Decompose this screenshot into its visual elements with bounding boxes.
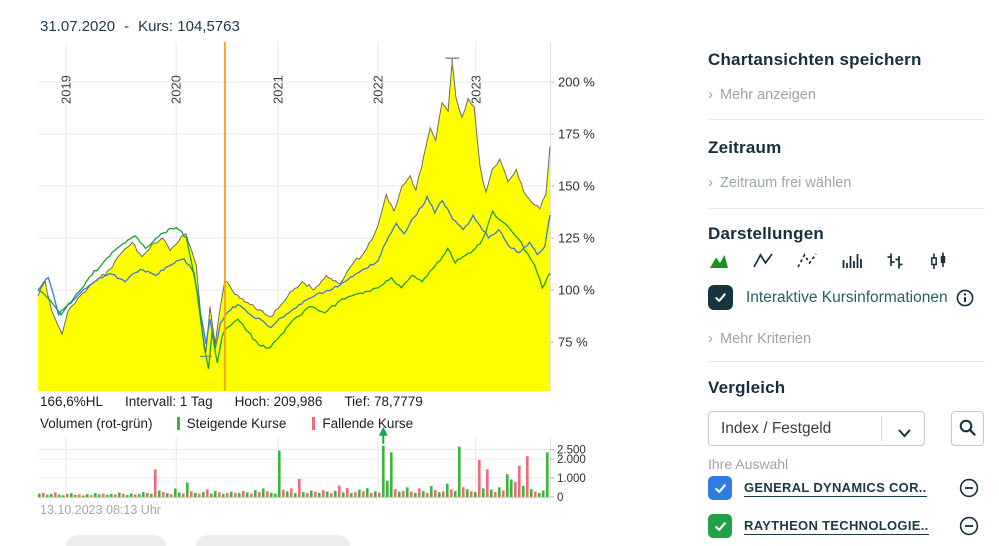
more-criteria-link[interactable]: › Mehr Kriterien <box>708 330 812 347</box>
chevron-down-icon <box>898 425 911 443</box>
divider <box>708 361 985 362</box>
compare-select[interactable]: Index / Festgeld <box>708 411 925 446</box>
security-link-general-dynamics[interactable]: GENERAL DYNAMICS COR.. <box>744 479 927 497</box>
stat-hl-range: 166,6%HL <box>40 394 104 409</box>
security-link-raytheon[interactable]: RAYTHEON TECHNOLOGIE.. <box>744 517 929 535</box>
display-heading: Darstellungen <box>708 224 824 243</box>
crosshair-readout: 31.07.2020- Kurs: 104,5763 <box>40 18 240 35</box>
svg-text:2019: 2019 <box>59 75 74 104</box>
period-heading: Zeitraum <box>708 138 782 157</box>
selection-checkbox-1[interactable] <box>708 514 732 538</box>
interactive-info-checkbox[interactable] <box>708 285 733 310</box>
main-series-outline <box>37 61 551 353</box>
chart-pane: 31.07.2020- Kurs: 104,5763 2019 2020 2021 20… <box>0 0 660 546</box>
chevron-right-icon: › <box>708 174 713 191</box>
charttype-bars-icon[interactable] <box>840 250 862 272</box>
price-volume-chart[interactable]: 2019 2020 2021 2022 2023 200 % 175 % 150 % 125 %… <box>0 0 660 546</box>
chart-settings-sidebar: Chartansichten speichern › Mehr anzeigen … <box>708 0 986 546</box>
charttype-ohlc-icon[interactable] <box>884 250 906 272</box>
svg-text:2020: 2020 <box>169 75 184 104</box>
interactive-info-row: Interaktive Kursinformationen <box>708 285 974 310</box>
bottom-action-button-2[interactable] <box>196 535 350 546</box>
svg-text:1.000: 1.000 <box>557 473 586 485</box>
svg-text:2023: 2023 <box>468 75 483 104</box>
remove-comparison-icon[interactable] <box>959 516 979 536</box>
selection-checkbox-0[interactable] <box>708 476 732 500</box>
svg-text:0: 0 <box>557 492 563 504</box>
crosshair-separator: - <box>124 18 130 35</box>
stat-high: Hoch: 209,986 <box>234 394 323 409</box>
remove-comparison-icon[interactable] <box>959 478 979 498</box>
svg-text:2.500: 2.500 <box>557 445 586 457</box>
charttype-dashed-line-icon[interactable] <box>796 250 818 272</box>
save-views-heading: Chartansichten speichern <box>708 50 922 69</box>
svg-text:175 %: 175 % <box>558 127 595 142</box>
svg-text:200 %: 200 % <box>558 75 595 90</box>
bottom-action-button-1[interactable] <box>66 535 166 546</box>
volume-legend-title: Volumen (rot-grün) <box>40 416 153 431</box>
up-volume-marker-icon <box>176 417 180 430</box>
charttype-candlestick-icon[interactable] <box>928 250 950 272</box>
svg-text:125 %: 125 % <box>558 231 595 246</box>
series-general-dynamics <box>37 194 551 349</box>
volume-max-arrow <box>378 426 388 444</box>
svg-text:2021: 2021 <box>271 75 286 104</box>
crosshair-date: 31.07.2020 <box>40 18 116 35</box>
volume-legend-up: Steigende Kurse <box>176 416 286 431</box>
comparison-item-row: GENERAL DYNAMICS COR.. <box>708 476 985 500</box>
charttype-mountain-icon[interactable] <box>708 250 730 272</box>
svg-text:2022: 2022 <box>370 75 385 104</box>
volume-legend: Volumen (rot-grün) Steigende Kurse Falle… <box>40 416 439 431</box>
info-icon[interactable] <box>956 289 974 307</box>
divider <box>708 208 985 209</box>
divider <box>708 119 985 120</box>
search-icon <box>958 418 977 440</box>
series-raytheon <box>37 209 551 370</box>
crosshair-kurs: Kurs: 104,5763 <box>138 18 240 35</box>
show-more-link[interactable]: › Mehr anzeigen <box>708 86 816 103</box>
select-separator <box>881 416 882 441</box>
chevron-right-icon: › <box>708 86 713 103</box>
selection-label: Ihre Auswahl <box>708 456 789 472</box>
compare-controls: Index / Festgeld <box>708 411 984 446</box>
stat-interval: Intervall: 1 Tag <box>125 394 213 409</box>
volume-legend-down: Fallende Kurse <box>312 416 413 431</box>
compare-select-value: Index / Festgeld <box>721 419 832 437</box>
quote-timestamp: 13.10.2023 08:13 Uhr <box>40 503 161 517</box>
volume-bars <box>38 445 549 497</box>
down-volume-marker-icon <box>312 417 316 430</box>
extreme-markers <box>199 57 460 358</box>
interactive-info-label: Interaktive Kursinformationen <box>746 288 948 306</box>
svg-text:100 %: 100 % <box>558 283 595 298</box>
svg-text:150 %: 150 % <box>558 179 595 194</box>
svg-text:75 %: 75 % <box>558 335 588 350</box>
svg-text:2.000: 2.000 <box>557 454 586 466</box>
main-series-area <box>38 61 550 391</box>
stat-low: Tief: 78,7779 <box>344 394 423 409</box>
free-period-link[interactable]: › Zeitraum frei wählen <box>708 174 852 191</box>
chart-stats: 166,6%HL Intervall: 1 Tag Hoch: 209,986 … <box>40 394 445 409</box>
chart-type-toolbar <box>708 250 972 272</box>
compare-heading: Vergleich <box>708 378 786 397</box>
comparison-item-row: RAYTHEON TECHNOLOGIE.. <box>708 514 985 538</box>
chevron-right-icon: › <box>708 330 713 347</box>
compare-search-button[interactable] <box>951 411 984 446</box>
charttype-line-icon[interactable] <box>752 250 774 272</box>
